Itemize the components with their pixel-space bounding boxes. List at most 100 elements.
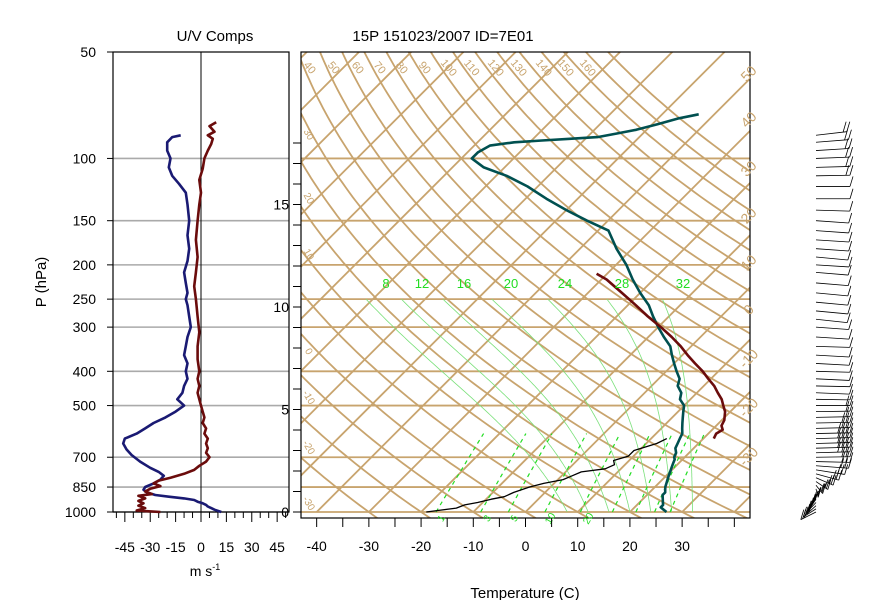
wind-barb-staff [815, 481, 829, 490]
mixing-ratio-line [611, 433, 651, 513]
uv-x-ticks: -45 -30 -15 0 15 30 45 [115, 512, 287, 555]
wind-barb-flag [848, 256, 853, 268]
wind-barb-flag [849, 201, 854, 212]
temperature-tick-label: 0 [522, 538, 530, 554]
isotherm-line [420, 181, 750, 513]
wind-barb-flag [841, 412, 846, 423]
dewpoint-profile [426, 438, 668, 513]
wind-barb-flag [844, 464, 849, 475]
wind-barb-staff [815, 326, 849, 330]
wind-barb-flag [824, 479, 829, 488]
dry-adiabat [301, 415, 432, 518]
mixing-ratio-lines [435, 433, 705, 513]
wind-barb-flag [840, 458, 845, 468]
dry-adiabat [407, 52, 750, 357]
isotherm-line [577, 338, 750, 513]
wind-barb-flag [847, 295, 852, 306]
dry-adiabat [301, 111, 750, 496]
moist-adiabat [491, 298, 631, 513]
wind-barb-flag [817, 487, 821, 496]
uv-x-tick-label: 30 [244, 539, 260, 555]
dry-adiabat [518, 52, 750, 252]
skewt-title: 15P 151023/2007 ID=7E01 [352, 28, 533, 45]
parcel-profile [595, 272, 727, 440]
isotherm-edge-label: 10 [737, 251, 759, 273]
wind-barb-staff [815, 174, 850, 177]
dry-adiabat [301, 332, 538, 518]
uv-x-tick-label: 0 [197, 539, 205, 555]
wind-barb-flag [821, 483, 826, 493]
uv-x-axis-unit: m s [190, 563, 213, 579]
skewt-plot-area [301, 52, 750, 518]
wind-barb-flag [830, 474, 835, 485]
temperature-tick-label: -10 [463, 538, 483, 554]
wind-barb-flag [849, 406, 854, 417]
mixing-ratio-label: 3 [482, 513, 495, 524]
wind-barb-staff [815, 416, 850, 418]
wind-barb-staff [815, 230, 849, 234]
wind-barb-staff [815, 378, 850, 381]
dry-adiabat-label: 80 [393, 60, 410, 77]
wind-barb-flag [806, 503, 811, 515]
wind-barb-flag [828, 474, 833, 484]
wind-barb-staff [815, 139, 849, 143]
wind-barb-flag [849, 165, 854, 176]
wind-barb-flag [845, 395, 850, 406]
mixing-ratio-line [435, 433, 485, 513]
temperature-x-ticks: -40 -30 -20 -10 0 10 20 30 [307, 518, 735, 554]
moist-adiabat [365, 298, 568, 513]
wind-barb-staff [815, 209, 850, 212]
uv-y-tick-label: 1000 [65, 504, 96, 520]
mixing-ratio-line [544, 433, 588, 513]
dry-adiabat [474, 52, 750, 293]
wind-barb-flag [826, 479, 830, 489]
dry-adiabat [301, 159, 749, 518]
wind-barb-flag [849, 389, 854, 401]
moist-adiabat [442, 298, 610, 513]
wind-barb-flag [837, 437, 842, 448]
dry-adiabat [301, 248, 644, 518]
isotherm-line [524, 286, 750, 513]
dry-adiabat [319, 52, 750, 448]
isotherm-line [301, 52, 517, 268]
wind-barb-flag [849, 412, 854, 423]
wind-barb-flag [844, 458, 848, 469]
wind-barb-flag [849, 395, 854, 406]
wind-barb-flag [848, 212, 853, 224]
wind-barb-flag [832, 470, 837, 479]
uv-y-tick-label: 850 [73, 479, 97, 495]
wind-barb-flag [841, 441, 846, 453]
wind-barb-staff [815, 437, 850, 439]
height-axis: 0 5 10 15 [273, 142, 301, 520]
dry-adiabat-label: 60 [349, 60, 366, 77]
wind-barb-flag [849, 188, 854, 199]
wind-barb-staff [815, 166, 850, 168]
dry-adiabat-left-label: -30 [300, 495, 317, 513]
moist-adiabat [662, 298, 693, 512]
wind-barb-flag [849, 452, 854, 463]
temperature-tick-label: 30 [674, 538, 690, 554]
uv-y-tick-label: 200 [73, 257, 97, 273]
wind-barb-staff [815, 354, 850, 358]
wind-barb-flag [820, 483, 825, 492]
isotherm-line [301, 52, 674, 425]
wind-barb-staff [815, 248, 849, 252]
v-component-line [135, 121, 217, 514]
wind-barb-staff [803, 508, 817, 518]
sounding-series [426, 113, 727, 514]
uv-y-tick-label: 300 [73, 319, 97, 335]
wind-barb-staff [815, 345, 850, 348]
mixing-ratio-label: 5 [509, 513, 522, 524]
uv-x-tick-label: 45 [269, 539, 285, 555]
wind-barb-flag [842, 121, 847, 133]
wind-barb-flag [849, 337, 854, 348]
wind-barb-flag [849, 422, 854, 433]
wind-barb-flag [841, 452, 846, 463]
wind-barb-staff [815, 301, 848, 306]
wind-barb-flag [807, 500, 812, 511]
wind-barb-flag [848, 319, 853, 330]
wind-barb-flag [847, 275, 852, 286]
wind-barb-flag [844, 138, 849, 149]
wind-barb-staff [815, 473, 839, 481]
